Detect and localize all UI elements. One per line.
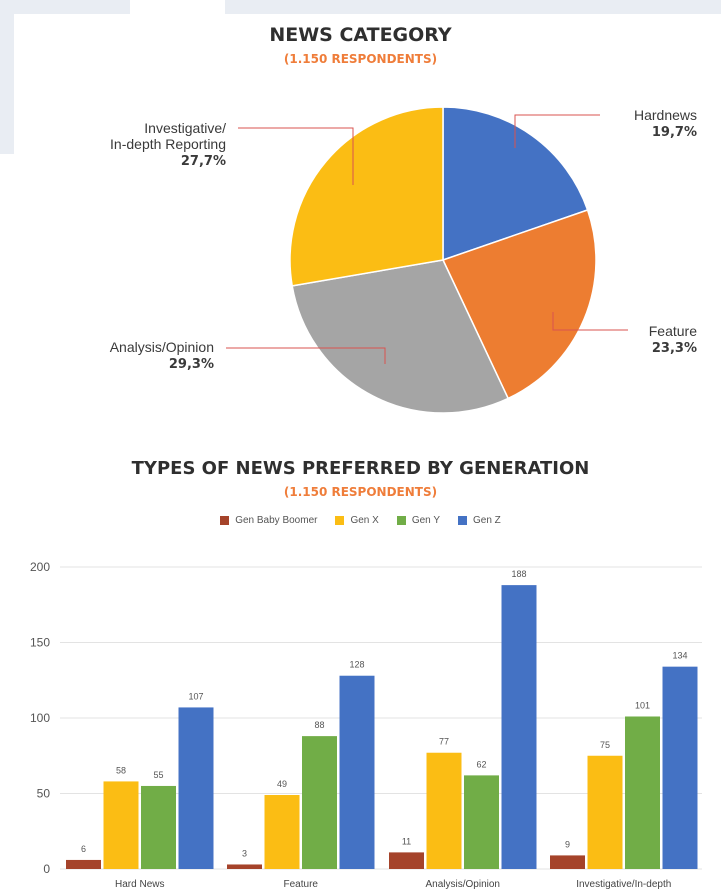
- pie-label: Feature: [649, 323, 697, 339]
- pie-label-group-hardnews: Hardnews 19,7%: [514, 107, 697, 148]
- bar-analysis-opinion-gen-y: [464, 775, 499, 869]
- legend-label: Gen Baby Boomer: [235, 515, 318, 526]
- background-shape-left: [0, 14, 14, 154]
- bar-data-label: 55: [153, 770, 163, 780]
- pie-slice-investigative-in-depth-reporting: [289, 106, 444, 287]
- legend-item-gen-x: Gen X: [335, 515, 379, 526]
- x-category-label: Feature: [284, 879, 319, 890]
- bar-feature-gen-z: [339, 675, 375, 869]
- x-category-label: Analysis/Opinion: [426, 879, 500, 890]
- bar-analysis-opinion-gen-x: [426, 752, 462, 869]
- y-tick-label: 50: [37, 787, 51, 801]
- pie-label: In-depth Reporting: [110, 136, 226, 152]
- bar-data-label: 77: [439, 737, 449, 747]
- bar-investigative-in-depth-gen-baby-boomer: [550, 855, 585, 869]
- legend-swatch: [458, 516, 467, 525]
- bar-investigative-in-depth-gen-z: [662, 666, 698, 869]
- pie-label-group-analysis-opinion: Analysis/Opinion 29,3%: [110, 339, 386, 372]
- x-category-label: Hard News: [115, 879, 164, 890]
- bar-chart-title: TYPES OF NEWS PREFERRED BY GENERATION: [131, 458, 590, 479]
- background-shape-top-right: [225, 0, 721, 14]
- legend-swatch: [220, 516, 230, 525]
- bar-data-label: 101: [635, 700, 650, 710]
- bar-feature-gen-baby-boomer: [227, 864, 262, 869]
- pie-connector-line: [514, 114, 600, 148]
- pie-connector-line: [238, 127, 354, 185]
- bar-chart-subtitle: (1.150 RESPONDENTS): [283, 485, 438, 499]
- bar-data-label: 6: [81, 844, 86, 854]
- pie-chart: Hardnews 19,7% Feature 23,3% Analysis/Opinio…: [110, 106, 697, 414]
- legend-item-gen-z: Gen Z: [458, 515, 501, 526]
- bar-investigative-in-depth-gen-x: [587, 755, 623, 869]
- bar-analysis-opinion-gen-baby-boomer: [389, 852, 424, 869]
- legend-swatch: [396, 516, 406, 525]
- bar-analysis-opinion-gen-z: [501, 585, 537, 869]
- x-category-label: Investigative/In-depth: [576, 879, 671, 890]
- legend-item-gen-baby-boomer: Gen Baby Boomer: [220, 515, 317, 526]
- pie-value-label: 23,3%: [652, 341, 697, 356]
- bar-hard-news-gen-x: [103, 781, 139, 869]
- pie-label-group-investigative-in-depth-reporting: Investigative/In-depth Reporting 27,7%: [110, 120, 354, 185]
- bar-hard-news-gen-baby-boomer: [66, 859, 101, 869]
- bar-data-label: 49: [277, 779, 287, 789]
- bar-investigative-in-depth-gen-y: [625, 716, 660, 869]
- legend-label: Gen X: [350, 515, 379, 526]
- pie-label: Analysis/Opinion: [110, 339, 214, 355]
- bar-data-label: 107: [188, 691, 203, 701]
- bar-hard-news-gen-y: [141, 785, 176, 869]
- pie-value-label: 29,3%: [169, 357, 214, 372]
- bar-feature-gen-y: [302, 736, 337, 869]
- background-shape-top: [0, 0, 130, 14]
- y-tick-label: 200: [30, 560, 50, 574]
- bar-data-label: 58: [116, 765, 126, 775]
- bar-data-label: 75: [600, 740, 610, 750]
- pie-connector-line: [226, 347, 386, 364]
- pie-chart-subtitle: (1.150 RESPONDENTS): [283, 52, 438, 66]
- bar-data-label: 9: [565, 839, 570, 849]
- legend-item-gen-y: Gen Y: [396, 515, 440, 526]
- bar-feature-gen-x: [264, 795, 300, 869]
- pie-value-label: 27,7%: [181, 154, 226, 169]
- bar-data-label: 88: [314, 720, 324, 730]
- pie-slice-analysis-opinion: [291, 259, 510, 414]
- legend-label: Gen Z: [473, 515, 501, 526]
- y-tick-label: 0: [43, 862, 50, 876]
- bar-data-label: 134: [672, 651, 687, 661]
- pie-slice-feature: [441, 209, 597, 400]
- bar-data-label: 62: [476, 759, 486, 769]
- bar-data-label: 3: [242, 848, 247, 858]
- bar-chart-legend: Gen Baby Boomer Gen X Gen Y Gen Z: [0, 515, 721, 526]
- legend-label: Gen Y: [411, 515, 440, 526]
- bar-hard-news-gen-z: [178, 707, 214, 869]
- pie-connector-line: [552, 312, 628, 331]
- pie-label-group-feature: Feature 23,3%: [552, 312, 697, 356]
- pie-label: Investigative/: [144, 120, 226, 136]
- y-tick-label: 150: [30, 636, 50, 650]
- y-tick-label: 100: [30, 711, 50, 725]
- bar-data-label: 128: [349, 660, 364, 670]
- bar-data-label: 188: [511, 569, 526, 579]
- pie-value-label: 19,7%: [652, 125, 697, 140]
- pie-chart-title: NEWS CATEGORY: [269, 24, 452, 46]
- pie-label: Hardnews: [634, 107, 697, 123]
- bar-data-label: 11: [402, 836, 411, 846]
- legend-swatch: [335, 516, 345, 525]
